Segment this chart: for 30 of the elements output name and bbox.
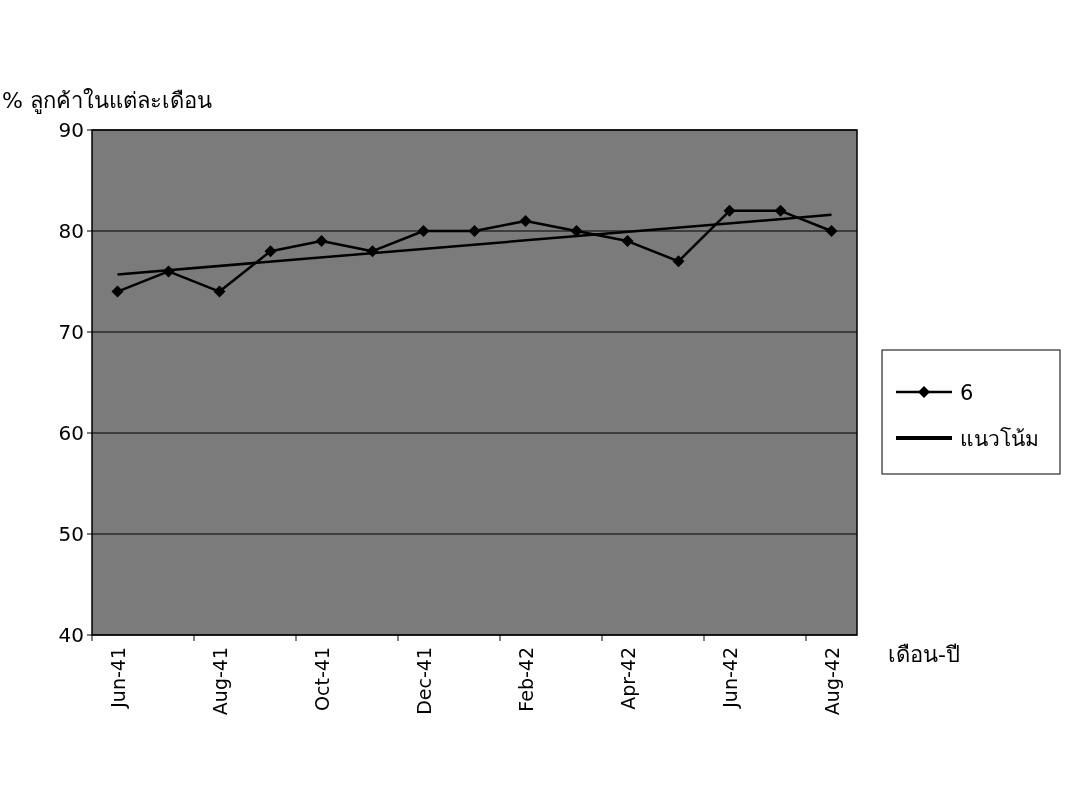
legend-label: แนวโน้ม: [960, 427, 1039, 451]
x-tick-label: Oct-41: [310, 647, 333, 711]
point: [519, 214, 532, 227]
point: [774, 204, 787, 217]
point: [723, 204, 736, 217]
y-tick-label: 40: [58, 623, 84, 647]
point: [825, 225, 838, 237]
point: [468, 225, 481, 237]
point: [417, 225, 430, 237]
x-tick-label: Dec-41: [412, 647, 435, 715]
y-tick-label: 60: [58, 421, 84, 445]
y-tick-label: 90: [58, 118, 84, 142]
x-tick-label: Jun-41: [106, 647, 129, 709]
point: [672, 255, 685, 268]
x-axis-title: เดือน-ปี: [888, 642, 960, 667]
point: [111, 285, 124, 298]
x-tick-label: Apr-42: [616, 647, 639, 710]
y-tick-label: 50: [58, 522, 84, 546]
point: [264, 245, 277, 258]
y-axis-title: % ลูกค้าในแต่ละเดือน: [2, 88, 212, 114]
x-tick-label: Feb-42: [514, 647, 537, 712]
legend-label: 6: [960, 381, 974, 405]
x-tick-label: Jun-42: [718, 647, 741, 709]
point: [315, 235, 328, 248]
point: [213, 285, 226, 298]
x-tick-label: Aug-42: [820, 647, 843, 716]
x-tick-label: Aug-41: [208, 647, 231, 716]
y-tick-label: 70: [58, 320, 84, 344]
y-tick-label: 80: [58, 219, 84, 243]
point: [621, 235, 634, 248]
